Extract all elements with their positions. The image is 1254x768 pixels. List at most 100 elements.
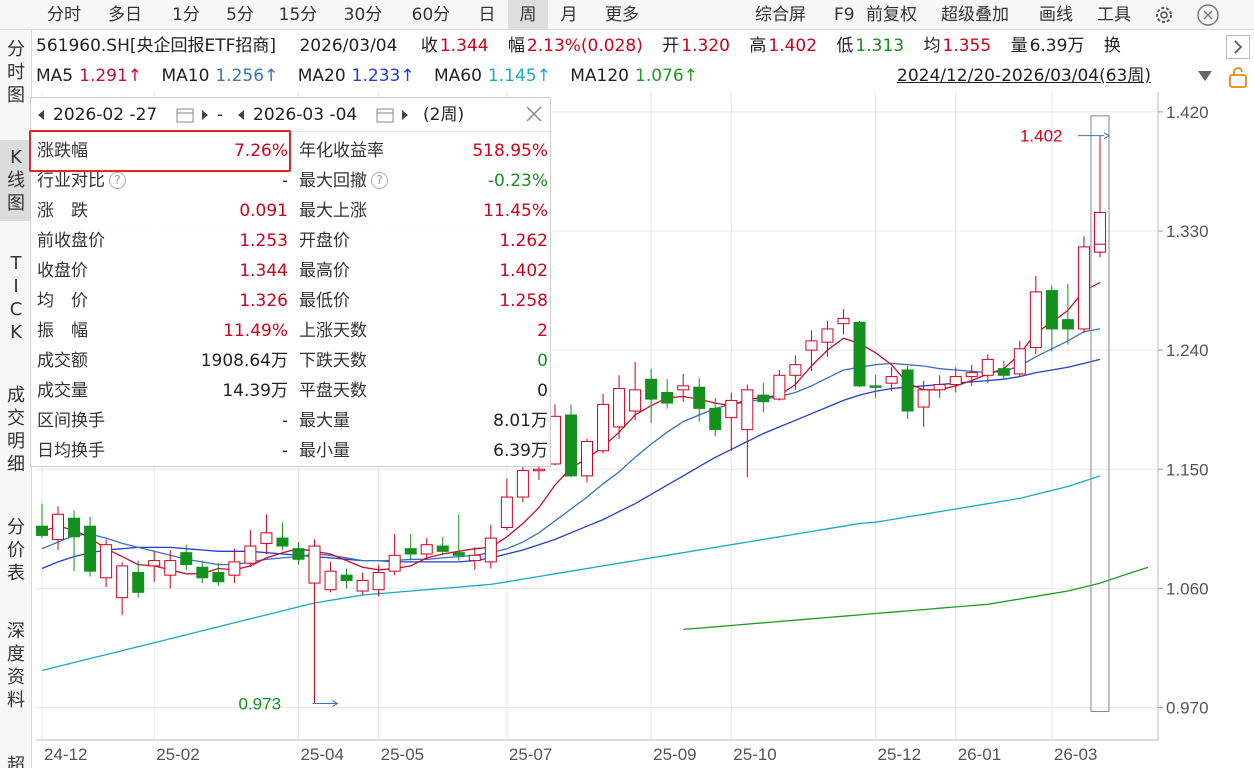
period-tab-9[interactable]: 月 (560, 5, 578, 25)
left-tab-0[interactable]: 分时图 (0, 38, 32, 107)
help-icon[interactable]: ? (109, 172, 126, 189)
left-tab-5[interactable]: 深度资料 (0, 620, 32, 712)
candle-body (949, 376, 962, 386)
period-tab-10[interactable]: 更多 (605, 5, 639, 25)
candle-body (468, 554, 481, 562)
toolbar-item-4[interactable]: 画线 (1039, 5, 1073, 25)
candle-body (933, 384, 946, 391)
candle-body (564, 414, 577, 477)
close-icon[interactable] (523, 103, 545, 125)
left-tab-char: C (9, 299, 23, 320)
gear-icon[interactable] (1152, 3, 1176, 27)
stats-label-text: 涨跌幅 (37, 141, 88, 161)
period-tab-0[interactable]: 分时 (47, 5, 81, 25)
stats-value: 11.45% (483, 196, 548, 226)
period-tab-8[interactable]: 周 (508, 0, 548, 30)
stats-label-text: 开盘价 (299, 231, 350, 251)
ma-line: MA5 1.291↑ MA10 1.256↑ MA20 1.233↑ MA60 1.14… (36, 62, 702, 90)
high-label: 高 (749, 36, 767, 56)
prev-end-icon[interactable] (235, 107, 247, 133)
range-dropdown-icon[interactable] (1196, 68, 1214, 84)
ma20-label: MA20 (297, 66, 346, 86)
candle-body (1029, 291, 1042, 348)
calendar-icon[interactable] (375, 106, 395, 132)
ma5-label: MA5 (36, 66, 74, 86)
y-tick-label: 1.420 (1166, 103, 1209, 122)
quote-line-scroll-button[interactable] (1226, 35, 1250, 59)
start-date[interactable]: 2026-02 -27 (53, 105, 158, 125)
toolbar-item-5[interactable]: 工具 (1097, 5, 1131, 25)
stats-value: 2 (537, 316, 548, 346)
left-tab-6[interactable]: 超 (0, 754, 32, 768)
stats-row: 均 价 1.326 最低价 1.258 (31, 286, 550, 316)
period-tab-5[interactable]: 30分 (343, 5, 383, 25)
candle-body (1061, 319, 1074, 330)
candle-body (212, 572, 225, 583)
stats-value: 1908.64万 (201, 346, 288, 376)
candle-body (629, 389, 642, 412)
left-tab-char: 度 (7, 644, 25, 665)
candle-body (420, 544, 433, 555)
period-tab-3[interactable]: 5分 (226, 5, 254, 25)
calendar-icon[interactable] (175, 106, 195, 132)
help-icon[interactable]: ? (371, 172, 388, 189)
candle-body (885, 376, 898, 384)
stats-value-text: - (281, 411, 288, 431)
y-tick-label: 1.240 (1166, 341, 1209, 360)
selected-candle-range (1090, 115, 1110, 713)
period-tab-7[interactable]: 日 (478, 5, 496, 25)
stats-value-text: 0 (537, 351, 548, 371)
candle-body (132, 572, 145, 593)
stats-value-text: 1.262 (499, 231, 548, 251)
left-tab-4[interactable]: 分价表 (0, 516, 32, 585)
period-tab-6[interactable]: 60分 (411, 5, 451, 25)
toolbar-item-1[interactable]: F9 (834, 5, 855, 25)
low-annotation-arrow (332, 700, 339, 707)
left-tab-char: 超 (7, 755, 25, 768)
left-tab-char: 成 (7, 385, 25, 406)
candle-body (404, 548, 417, 555)
left-tab-3[interactable]: 成交明细 (0, 384, 32, 476)
stats-value-text: - (281, 441, 288, 461)
stats-value: 1.402 (499, 256, 548, 286)
candle-body (308, 545, 321, 584)
stats-value-text: 6.39万 (493, 441, 548, 461)
period-tab-1[interactable]: 多日 (108, 5, 142, 25)
toolbar-item-3[interactable]: 超级叠加 (941, 5, 1009, 25)
range-label[interactable]: 2024/12/20-2026/03/04(63周) (897, 66, 1151, 86)
left-tab-char: 图 (7, 85, 25, 106)
candle-body (837, 317, 850, 325)
stats-value-text: 518.95% (472, 141, 548, 161)
prev-start-icon[interactable] (35, 107, 47, 133)
stats-value: 1.253 (239, 226, 288, 256)
chevron-right-icon (1234, 40, 1243, 54)
x-tick-label: 26-01 (958, 745, 1001, 764)
candle-body (532, 468, 545, 472)
next-end-icon[interactable] (399, 107, 411, 133)
left-tab-char: 分 (7, 39, 25, 60)
toolbar-item-2[interactable]: 前复权 (866, 5, 917, 25)
next-start-icon[interactable] (199, 107, 211, 133)
ma120-value: 1.076↑ (635, 66, 698, 86)
stats-value: - (282, 436, 288, 466)
stats-row: 行业对比? - 最大回撤? -0.23% (31, 166, 550, 196)
stats-label-text: 年化收益率 (299, 141, 384, 161)
highlight-box (29, 130, 291, 172)
period-tab-4[interactable]: 15分 (278, 5, 318, 25)
stats-label: 最大量 (299, 406, 350, 436)
stats-label-text: 最高价 (299, 261, 350, 281)
period-tab-2[interactable]: 1分 (172, 5, 200, 25)
weeks-count: (2周) (423, 105, 465, 125)
lock-icon[interactable] (1226, 66, 1250, 88)
stats-value: - (282, 406, 288, 436)
stats-row: 成交量 14.39万 平盘天数 0 (31, 376, 550, 406)
end-date[interactable]: 2026-03 -04 (253, 105, 358, 125)
stats-value-text: -0.23% (487, 171, 548, 191)
toolbar-item-0[interactable]: 综合屏 (755, 5, 806, 25)
left-tab-char: K (10, 147, 22, 168)
x-tick-label: 26-03 (1054, 745, 1097, 764)
close-icon[interactable] (1196, 3, 1220, 27)
left-tab-char: 时 (7, 62, 25, 83)
